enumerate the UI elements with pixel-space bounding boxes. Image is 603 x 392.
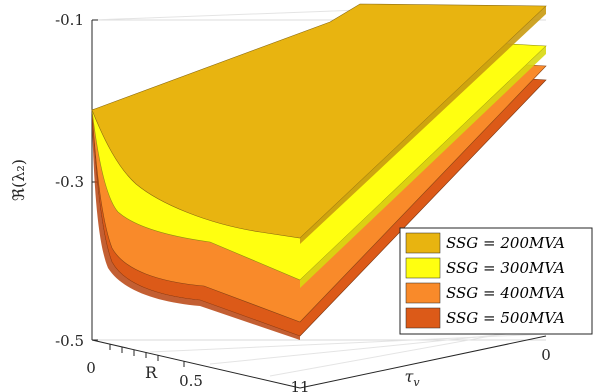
- tau-tick-label-11: 11: [290, 378, 309, 392]
- tau-axis: 0 τv: [299, 335, 551, 389]
- tau-axis-line: [299, 335, 547, 389]
- legend-item-300: SSG = 300MVA: [405, 257, 565, 279]
- tau-axis-label: τv: [404, 367, 420, 389]
- legend: SSG = 200MVA SSG = 300MVA SSG = 400MVA S…: [399, 227, 593, 335]
- gridline-z-top: [91, 9, 361, 21]
- r-axis-line: [91, 339, 301, 389]
- legend-label-500: SSG = 500MVA: [446, 309, 565, 327]
- legend-label-200: SSG = 200MVA: [446, 234, 565, 252]
- surface-200mva-top: [91, 3, 547, 239]
- r-tick-label-0: 0: [86, 359, 96, 377]
- legend-item-200: SSG = 200MVA: [405, 232, 565, 254]
- r-tick-label-0.5: 0.5: [179, 372, 203, 390]
- legend-swatch-400: [405, 282, 441, 304]
- legend-swatch-500: [405, 307, 441, 329]
- surface-200mva: [91, 3, 547, 244]
- z-tick-label-mid: -0.3: [55, 173, 84, 191]
- z-axis-label: ℜ(λ₂): [9, 159, 28, 201]
- r-axis: 0 0.5 R 11: [86, 339, 310, 392]
- z-tick-label-bottom: -0.5: [55, 332, 84, 350]
- surface-300mva-front: [300, 46, 546, 288]
- z-tick-label-top: -0.1: [55, 11, 84, 29]
- z-axis: -0.1 -0.3 -0.5 ℜ(λ₂): [9, 11, 98, 350]
- tau-symbol: τ: [404, 367, 414, 386]
- r-axis-label: R: [145, 363, 158, 382]
- legend-swatch-300: [405, 257, 441, 279]
- legend-swatch-200: [405, 232, 441, 254]
- legend-label-400: SSG = 400MVA: [446, 284, 565, 302]
- surface-200mva-front: [300, 6, 546, 244]
- surfaces: [91, 3, 547, 340]
- tau-tick-label-0: 0: [541, 346, 551, 364]
- tau-subscript: v: [413, 376, 420, 389]
- legend-item-500: SSG = 500MVA: [405, 307, 565, 329]
- legend-label-300: SSG = 300MVA: [446, 259, 565, 277]
- legend-item-400: SSG = 400MVA: [405, 282, 565, 304]
